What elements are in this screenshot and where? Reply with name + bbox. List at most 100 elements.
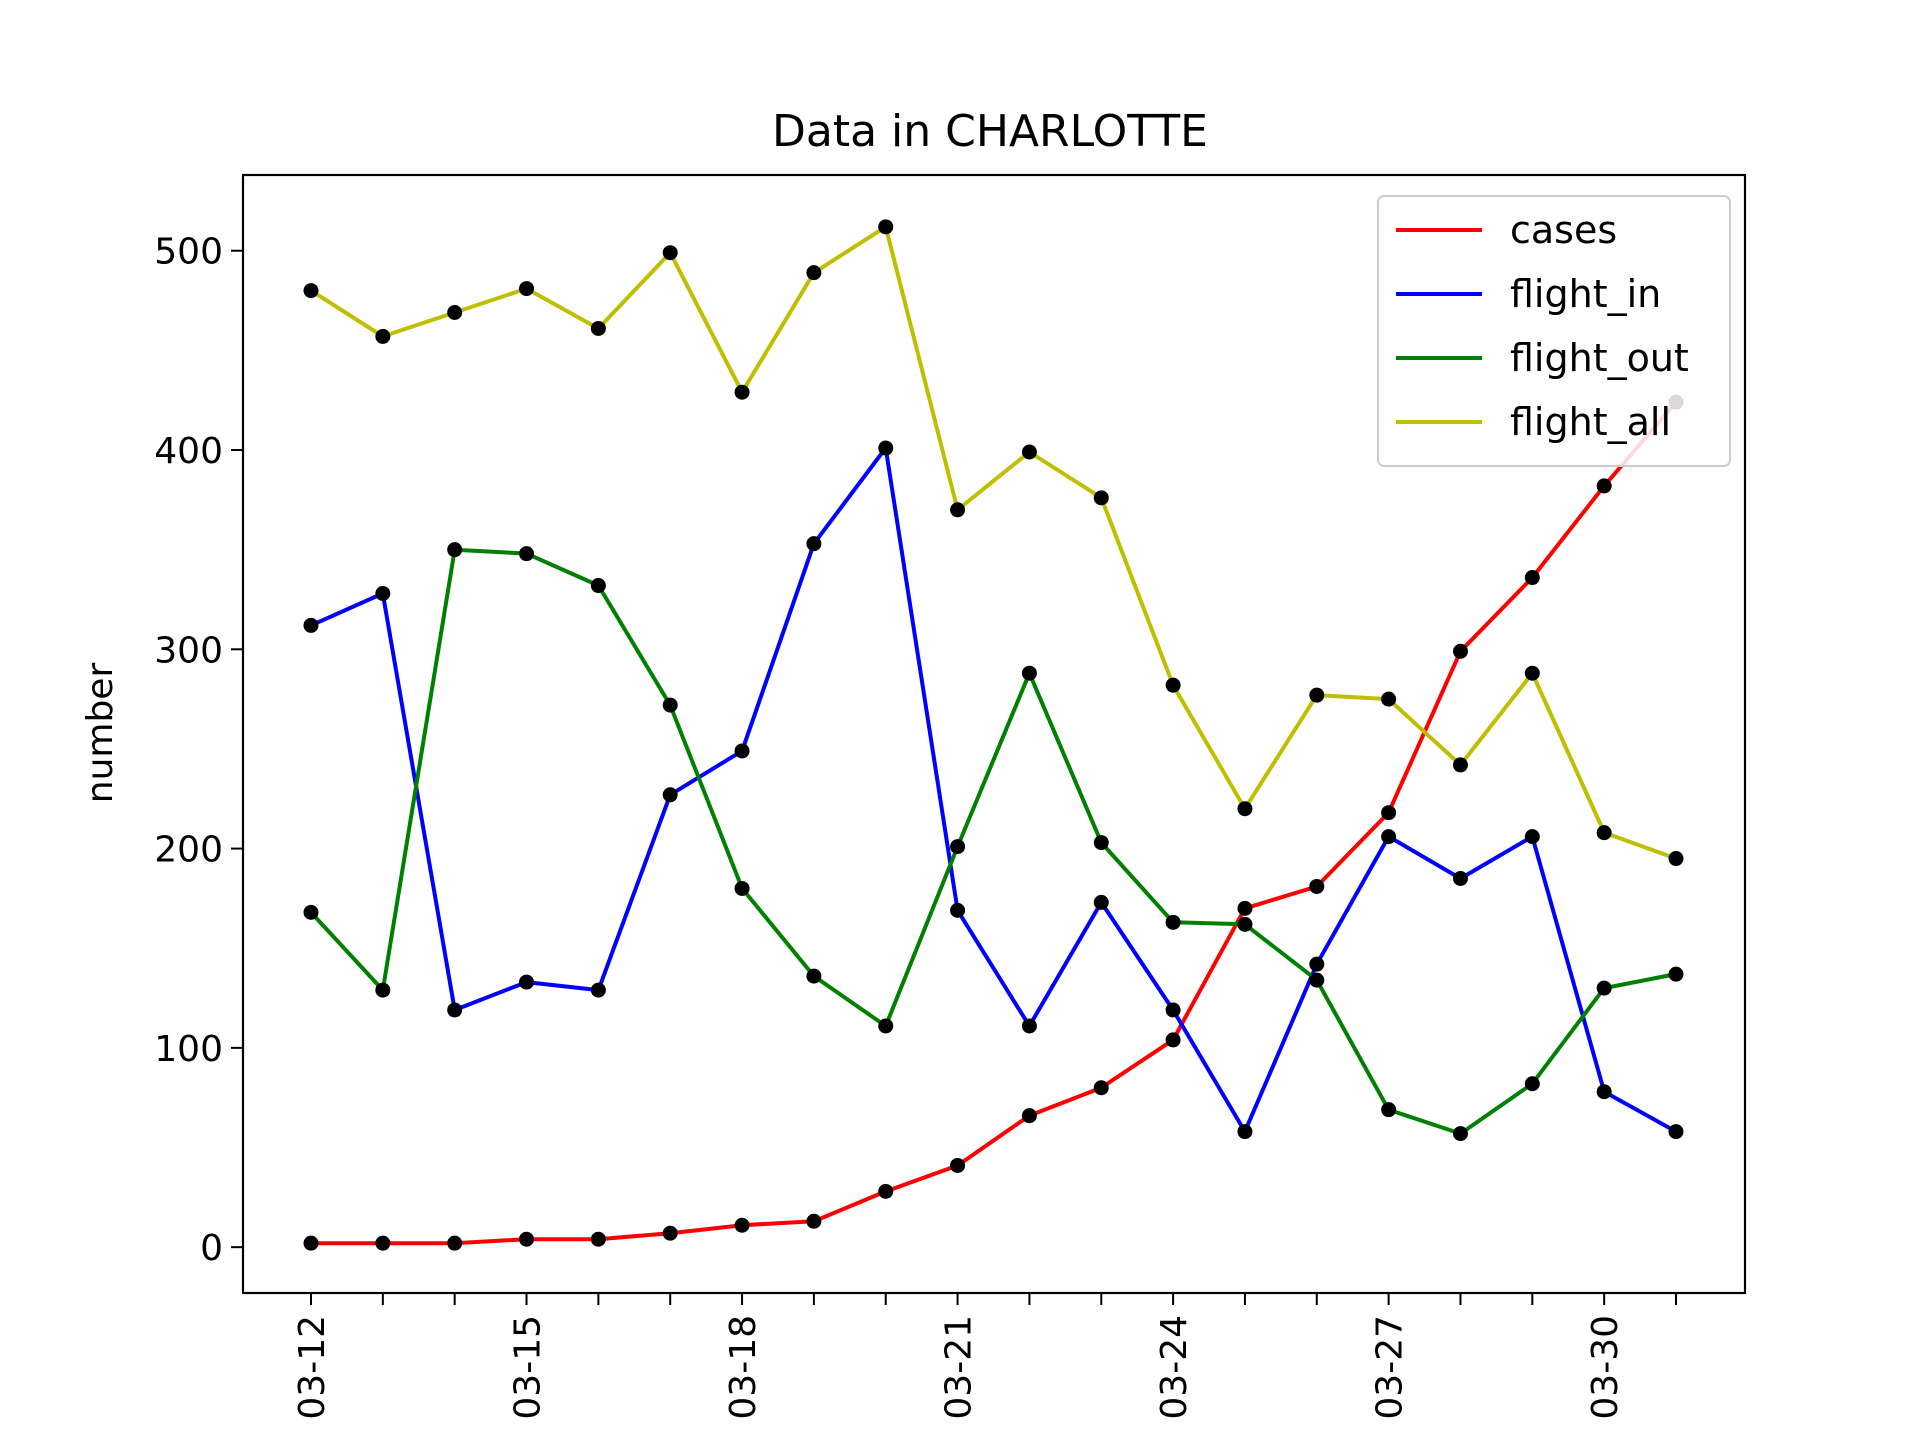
- data-point-flight_all: [375, 328, 391, 344]
- data-point-flight_out: [806, 968, 822, 984]
- data-point-flight_out: [1021, 665, 1037, 681]
- data-point-flight_all: [1452, 757, 1468, 773]
- data-point-cases: [519, 1231, 535, 1247]
- data-point-flight_all: [1668, 851, 1684, 867]
- x-tick-label: 03-24: [1154, 1315, 1195, 1420]
- data-point-flight_out: [1093, 835, 1109, 851]
- data-point-flight_out: [662, 697, 678, 713]
- data-point-flight_out: [375, 982, 391, 998]
- series-line-flight_all: [309, 224, 1677, 861]
- axes-frame: [241, 173, 1747, 1295]
- data-point-flight_in: [950, 902, 966, 918]
- data-point-flight_in: [878, 440, 894, 456]
- data-point-flight_all: [1165, 677, 1181, 693]
- data-point-flight_all: [662, 245, 678, 261]
- x-tick-label: 03-12: [292, 1315, 333, 1420]
- legend-label-flight_in: flight_in: [1510, 272, 1661, 316]
- data-point-flight_all: [806, 265, 822, 281]
- data-point-cases: [375, 1235, 391, 1251]
- data-point-flight_in: [519, 974, 535, 990]
- data-point-cases: [303, 1235, 319, 1251]
- data-point-flight_out: [1596, 980, 1612, 996]
- data-point-flight_out: [1668, 966, 1684, 982]
- y-tick-label: 400: [154, 431, 223, 472]
- data-point-cases: [1237, 900, 1253, 916]
- data-point-cases: [590, 1231, 606, 1247]
- y-tick-label: 0: [200, 1228, 223, 1269]
- data-point-flight_out: [878, 1018, 894, 1034]
- data-point-flight_all: [1309, 687, 1325, 703]
- data-point-cases: [1596, 478, 1612, 494]
- data-point-flight_out: [590, 578, 606, 594]
- data-point-flight_out: [1165, 914, 1181, 930]
- data-point-flight_in: [806, 536, 822, 552]
- data-point-flight_all: [303, 283, 319, 299]
- data-point-flight_out: [734, 880, 750, 896]
- data-point-cases: [950, 1157, 966, 1173]
- data-point-flight_out: [1452, 1126, 1468, 1142]
- data-point-flight_in: [1452, 870, 1468, 886]
- data-point-flight_all: [1021, 444, 1037, 460]
- legend-label-flight_out: flight_out: [1510, 336, 1689, 380]
- x-tick-label: 03-30: [1585, 1315, 1626, 1420]
- data-point-flight_in: [1668, 1124, 1684, 1140]
- data-point-flight_in: [1524, 829, 1540, 845]
- y-tick-label: 200: [154, 830, 223, 871]
- data-point-flight_out: [1381, 1102, 1397, 1118]
- series-line-flight_out: [309, 547, 1677, 1136]
- data-point-cases: [806, 1213, 822, 1229]
- data-point-cases: [1381, 805, 1397, 821]
- data-point-flight_all: [950, 502, 966, 518]
- chart-title: Data in CHARLOTTE: [772, 106, 1208, 157]
- data-point-flight_in: [590, 982, 606, 998]
- data-point-flight_all: [447, 305, 463, 321]
- data-point-cases: [662, 1225, 678, 1241]
- data-point-flight_in: [375, 586, 391, 602]
- data-point-flight_in: [662, 787, 678, 803]
- data-point-flight_in: [1309, 956, 1325, 972]
- data-point-flight_all: [1237, 801, 1253, 817]
- data-point-cases: [734, 1217, 750, 1233]
- data-point-flight_in: [1237, 1124, 1253, 1140]
- series-line-cases: [311, 400, 1678, 1246]
- data-point-cases: [1093, 1080, 1109, 1096]
- y-axis-label: number: [80, 663, 121, 804]
- x-tick-label: 03-21: [939, 1315, 980, 1420]
- data-point-flight_out: [1309, 972, 1325, 988]
- data-point-flight_in: [1093, 894, 1109, 910]
- data-point-cases: [1021, 1108, 1037, 1124]
- data-point-cases: [1452, 643, 1468, 659]
- data-point-flight_out: [1237, 916, 1253, 932]
- data-point-flight_in: [1381, 829, 1397, 845]
- data-point-flight_all: [590, 320, 606, 336]
- plot-area: 0 100 200 300 400 500 03-12 03-15 03-18 03-21 03-2…: [154, 173, 1747, 1420]
- data-point-flight_all: [519, 281, 535, 297]
- data-point-flight_in: [447, 1002, 463, 1018]
- y-tick-label: 100: [154, 1029, 223, 1070]
- data-point-cases: [1524, 570, 1540, 586]
- x-tick-label: 03-27: [1370, 1315, 1411, 1420]
- data-point-cases: [447, 1235, 463, 1251]
- data-point-flight_out: [447, 542, 463, 558]
- data-point-flight_out: [950, 839, 966, 855]
- data-point-flight_all: [1524, 665, 1540, 681]
- data-point-flight_in: [734, 743, 750, 759]
- data-point-flight_all: [1093, 490, 1109, 506]
- data-point-flight_out: [303, 904, 319, 920]
- data-point-cases: [1165, 1032, 1181, 1048]
- y-tick-label: 500: [154, 232, 223, 273]
- legend-label-cases: cases: [1510, 208, 1617, 252]
- legend-label-flight_all: flight_all: [1510, 400, 1671, 444]
- legend: cases flight_in flight_out flight_all: [1377, 195, 1731, 467]
- data-point-cases: [1309, 878, 1325, 894]
- data-point-flight_in: [1165, 1002, 1181, 1018]
- data-point-flight_out: [519, 546, 535, 562]
- data-point-flight_in: [303, 617, 319, 633]
- x-tick-label: 03-18: [723, 1315, 764, 1420]
- y-tick-label: 300: [154, 630, 223, 671]
- data-point-flight_in: [1596, 1084, 1612, 1100]
- x-tick-label: 03-15: [508, 1315, 549, 1420]
- data-point-flight_all: [734, 384, 750, 400]
- data-point-flight_all: [878, 219, 894, 235]
